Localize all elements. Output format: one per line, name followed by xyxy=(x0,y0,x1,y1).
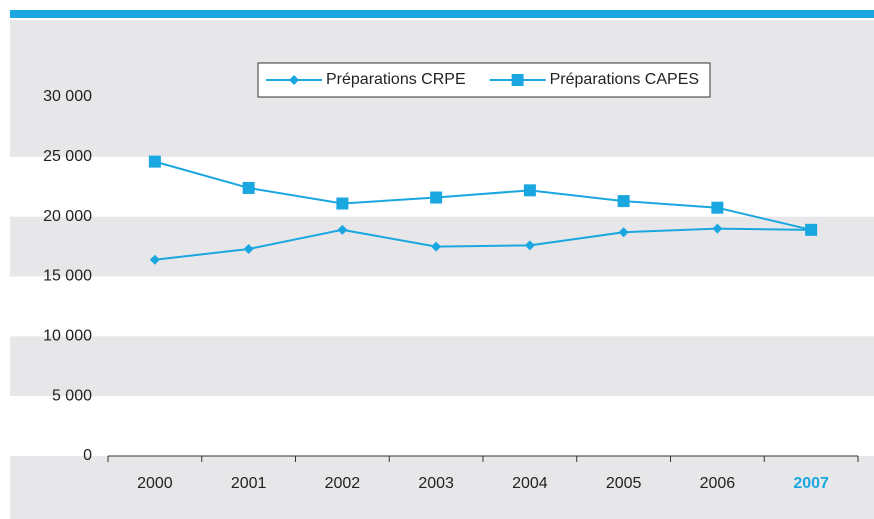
y-tick-label: 15 000 xyxy=(43,268,92,285)
marker xyxy=(712,223,723,234)
marker xyxy=(431,241,442,252)
x-tick-label: 2003 xyxy=(418,475,454,492)
y-tick-label: 25 000 xyxy=(43,148,92,165)
x-tick-label: 2000 xyxy=(137,475,173,492)
marker xyxy=(337,224,348,235)
series-line xyxy=(154,160,812,231)
x-tick-label: 2004 xyxy=(512,475,548,492)
x-tick-label: 2001 xyxy=(231,475,267,492)
marker xyxy=(336,197,349,210)
y-tick-label: 20 000 xyxy=(43,208,92,225)
band xyxy=(10,396,874,456)
band xyxy=(10,156,874,217)
marker xyxy=(149,254,160,265)
marker xyxy=(618,227,629,238)
marker xyxy=(148,155,161,168)
x-tick-label: 2007 xyxy=(793,475,829,492)
legend-box xyxy=(257,62,711,98)
marker xyxy=(711,201,724,214)
y-tick-label: 0 xyxy=(83,447,92,464)
marker xyxy=(243,243,254,254)
marker xyxy=(289,75,299,85)
series-line xyxy=(154,227,812,261)
marker xyxy=(617,195,630,208)
marker xyxy=(524,240,535,251)
y-tick-label: 30 000 xyxy=(43,88,92,105)
band xyxy=(10,276,874,337)
x-tick-label: 2006 xyxy=(700,475,736,492)
marker xyxy=(511,74,524,86)
legend-label: Préparations CRPE xyxy=(326,71,466,88)
marker xyxy=(242,181,255,194)
x-tick-label: 2002 xyxy=(325,475,361,492)
y-tick-label: 10 000 xyxy=(43,328,92,345)
legend-label: Préparations CAPES xyxy=(550,71,699,88)
y-tick-label: 5 000 xyxy=(52,387,92,404)
x-tick-label: 2005 xyxy=(606,475,642,492)
marker xyxy=(523,184,536,197)
top-bar xyxy=(10,10,874,18)
marker xyxy=(805,223,818,236)
marker xyxy=(430,191,443,204)
